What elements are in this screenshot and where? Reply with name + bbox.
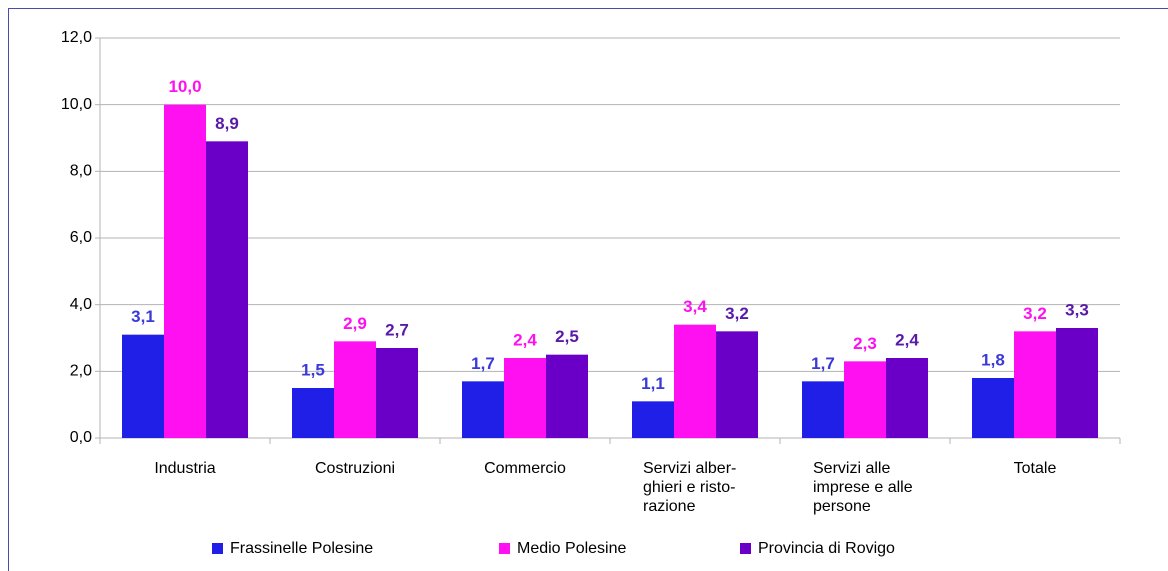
bar [164,104,206,439]
x-tick-label: Totale [1013,460,1057,477]
data-label: 3,1 [131,307,155,326]
bar [802,381,844,438]
x-tick-label: Commercio [484,460,566,477]
bar [716,331,758,438]
legend-label: Medio Polesine [517,540,627,557]
bar [334,341,376,438]
bar [972,378,1014,438]
data-label: 1,7 [471,354,495,373]
legend-swatch [499,543,510,554]
bar [292,388,334,438]
y-tick-label: 12,0 [61,29,92,46]
y-tick-label: 8,0 [70,163,92,180]
y-tick-label: 6,0 [70,229,92,246]
legend-swatch [212,543,223,554]
bar [886,358,928,438]
data-label: 1,1 [641,374,665,393]
data-label: 1,8 [981,350,1005,369]
data-label: 3,4 [683,297,707,316]
bar [674,324,716,438]
data-label: 2,4 [513,330,537,349]
bar [376,348,418,438]
legend-label: Provincia di Rovigo [758,540,895,557]
data-label: 2,3 [853,334,877,353]
bar [844,361,886,438]
x-tick-label: Industria [154,460,216,477]
x-tick-label: Servizi alber- ghieri e risto- razione [643,460,737,515]
data-label: 3,2 [1023,304,1047,323]
y-tick-label: 2,0 [70,363,92,380]
y-tick-label: 4,0 [70,296,92,313]
data-label: 2,4 [895,330,919,349]
bar [1014,331,1056,438]
data-label: 8,9 [215,114,239,133]
data-label: 3,3 [1065,300,1089,319]
data-label: 10,0 [168,77,201,96]
legend-swatch [740,543,751,554]
data-label: 2,9 [343,314,367,333]
x-tick-label: Servizi alle imprese e alle persone [813,460,913,515]
bar [1056,328,1098,438]
bar [122,334,164,438]
x-tick-label: Costruzioni [314,460,396,477]
y-tick-label: 0,0 [70,429,92,446]
data-label: 1,5 [301,360,325,379]
bar [632,401,674,438]
legend-label: Frassinelle Polesine [230,540,373,557]
bar [206,141,248,439]
bar [504,358,546,438]
data-label: 2,5 [555,327,579,346]
y-tick-label: 10,0 [61,96,92,113]
bar [546,354,588,438]
data-label: 3,2 [725,304,749,323]
data-label: 2,7 [385,320,409,339]
bar [462,381,504,438]
data-label: 1,7 [811,354,835,373]
